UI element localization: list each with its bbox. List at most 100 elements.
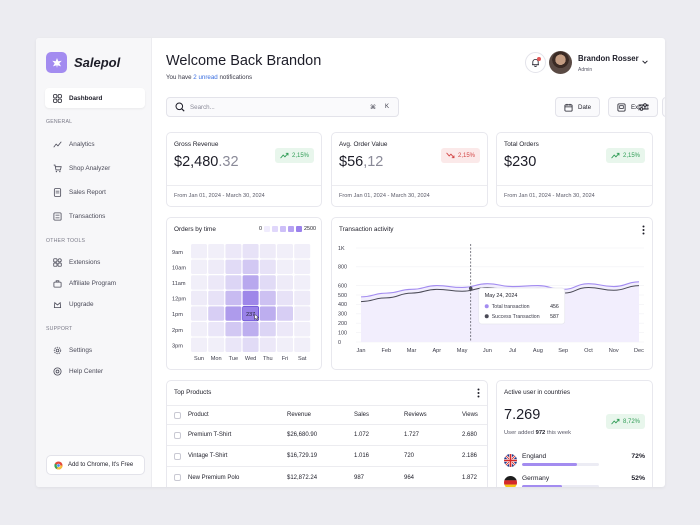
heatmap-cell[interactable] xyxy=(191,275,207,290)
date-button[interactable]: Date xyxy=(555,97,601,117)
stat-title: Gross Revenue xyxy=(174,141,219,148)
select-all-checkbox[interactable] xyxy=(174,411,181,419)
heatmap-cell[interactable] xyxy=(191,259,207,274)
sidebar-item-transactions[interactable]: Transactions xyxy=(45,206,145,226)
heatmap-cell[interactable] xyxy=(277,337,293,352)
heatmap-cell[interactable] xyxy=(225,306,242,321)
stat-date-range: From Jan 01, 2024 - March 30, 2024 xyxy=(497,185,652,206)
chevron-down-icon[interactable] xyxy=(641,58,649,66)
heatmap-cell[interactable] xyxy=(208,290,225,306)
heatmap-cell[interactable] xyxy=(242,244,259,259)
heatmap-cell[interactable] xyxy=(294,244,311,259)
sidebar-item-extensions[interactable]: Extensions xyxy=(45,252,145,272)
sidebar-item-shop-analyzer[interactable]: Shop Analyzer xyxy=(45,158,145,178)
heatmap-cell[interactable] xyxy=(294,337,311,352)
country-percent: 72% xyxy=(631,453,645,460)
search-bar[interactable]: Search... ⌘ K xyxy=(166,97,399,117)
heatmap-cell[interactable] xyxy=(277,275,293,290)
heatmap-cell[interactable] xyxy=(208,306,225,321)
heatmap-cell[interactable] xyxy=(294,275,311,290)
heatmap-cell[interactable] xyxy=(259,275,276,290)
unread-notifications-link[interactable]: 2 unread xyxy=(193,74,218,81)
heatmap-cell[interactable] xyxy=(277,259,293,274)
column-header-product[interactable]: Product xyxy=(188,412,209,418)
sidebar-item-dashboard[interactable]: Dashboard xyxy=(45,88,145,108)
heatmap-cell[interactable] xyxy=(225,290,242,306)
heatmap-cell[interactable] xyxy=(294,322,311,337)
heatmap-cell[interactable] xyxy=(191,244,207,259)
trend-up-icon xyxy=(611,152,620,159)
x-tick-label: Jul xyxy=(509,348,516,354)
column-header-sales[interactable]: Sales xyxy=(354,412,370,418)
heatmap-cell[interactable] xyxy=(242,322,259,337)
heatmap-cell[interactable] xyxy=(277,244,293,259)
heatmap-cell[interactable] xyxy=(208,322,225,337)
table-row[interactable]: New Premium Polo $12,872.24 987 964 1.87… xyxy=(167,467,487,487)
heatmap-cell[interactable] xyxy=(259,259,276,274)
brand[interactable]: Salepol xyxy=(46,52,120,73)
sidebar-item-affiliate-program[interactable]: Affiliate Program xyxy=(45,273,145,293)
heatmap-cell[interactable] xyxy=(259,244,276,259)
heatmap-cell[interactable] xyxy=(191,337,207,352)
heatmap-cell[interactable] xyxy=(191,306,207,321)
trend-value: 2,15% xyxy=(457,152,475,159)
table-row[interactable]: Premium T-Shirt $26,680.90 1.072 1.727 2… xyxy=(167,425,487,446)
total-transaction-line[interactable] xyxy=(360,281,640,298)
export-button[interactable]: Export xyxy=(608,97,658,117)
product-revenue: $16,729.19 xyxy=(287,453,318,459)
heatmap-cell[interactable] xyxy=(277,322,293,337)
search-input[interactable]: Search... xyxy=(190,103,215,111)
column-header-reviews[interactable]: Reviews xyxy=(404,412,427,418)
transaction-activity-card: Transaction activity 0 100 200 300 400 500 600… xyxy=(331,217,653,370)
heatmap-cell[interactable] xyxy=(242,259,259,274)
more-options-icon[interactable] xyxy=(642,225,645,235)
sidebar-item-analytics[interactable]: Analytics xyxy=(45,134,145,154)
product-views: 2.680 xyxy=(462,432,478,438)
heatmap-cell[interactable] xyxy=(277,306,293,321)
row-checkbox[interactable] xyxy=(174,474,181,481)
heatmap-cell[interactable] xyxy=(259,290,276,306)
column-header-views[interactable]: Views xyxy=(462,412,478,418)
sidebar-item-help-center[interactable]: Help Center xyxy=(45,361,145,381)
add-to-chrome-button[interactable]: Add to Chrome, It's Free xyxy=(46,455,145,475)
users-added-text: User added 972 this week xyxy=(504,430,571,436)
heatmap-cell[interactable] xyxy=(208,244,225,259)
heatmap-cell[interactable] xyxy=(259,306,276,321)
heatmap-cell[interactable] xyxy=(242,275,259,290)
heatmap-cell[interactable] xyxy=(294,259,311,274)
heatmap-cell[interactable] xyxy=(259,322,276,337)
heatmap-cell[interactable] xyxy=(294,290,311,306)
heatmap-cell[interactable] xyxy=(208,259,225,274)
heatmap-cell[interactable] xyxy=(191,290,207,306)
heatmap-cell[interactable] xyxy=(225,259,242,274)
filter-icon[interactable] xyxy=(638,102,649,112)
row-checkbox[interactable] xyxy=(174,431,181,439)
trend-value: 2,15% xyxy=(622,152,640,159)
y-tick-label: 100 xyxy=(338,330,347,336)
orders-heatmap[interactable]: 9am 10am 11am 12pm 1pm 2pm 3pm Sun Mon Tue Wed Thu F… xyxy=(167,240,321,368)
sidebar-item-settings[interactable]: Settings xyxy=(45,340,145,360)
heatmap-cell[interactable] xyxy=(225,244,242,259)
avatar[interactable] xyxy=(549,51,572,74)
heatmap-cell[interactable] xyxy=(225,337,242,352)
sidebar-item-sales-report[interactable]: Sales Report xyxy=(45,182,145,202)
heatmap-cell[interactable] xyxy=(225,275,242,290)
heatmap-cell[interactable] xyxy=(191,322,207,337)
heatmap-cell[interactable] xyxy=(242,290,259,306)
notifications-button[interactable] xyxy=(525,52,546,73)
transaction-line-chart[interactable]: 0 100 200 300 400 500 600 800 1K Jan Feb Mar Apr May J… xyxy=(332,240,652,369)
product-reviews: 720 xyxy=(404,453,415,459)
heatmap-cell[interactable] xyxy=(259,337,276,352)
heatmap-cell[interactable] xyxy=(294,306,311,321)
main-content: Welcome Back Brandon You have 2 unread n… xyxy=(152,38,665,487)
more-options-icon[interactable] xyxy=(477,388,480,398)
heatmap-cell[interactable] xyxy=(208,337,225,352)
heatmap-cell[interactable] xyxy=(277,290,293,306)
table-row[interactable]: Vintage T-Shirt $16,729.19 1.016 720 2.1… xyxy=(167,446,487,467)
row-checkbox[interactable] xyxy=(174,452,181,460)
column-header-revenue[interactable]: Revenue xyxy=(287,412,312,418)
heatmap-cell[interactable] xyxy=(208,275,225,290)
heatmap-cell[interactable] xyxy=(225,322,242,337)
sidebar-item-upgrade[interactable]: Upgrade xyxy=(45,294,145,314)
heatmap-cell[interactable] xyxy=(242,337,259,352)
